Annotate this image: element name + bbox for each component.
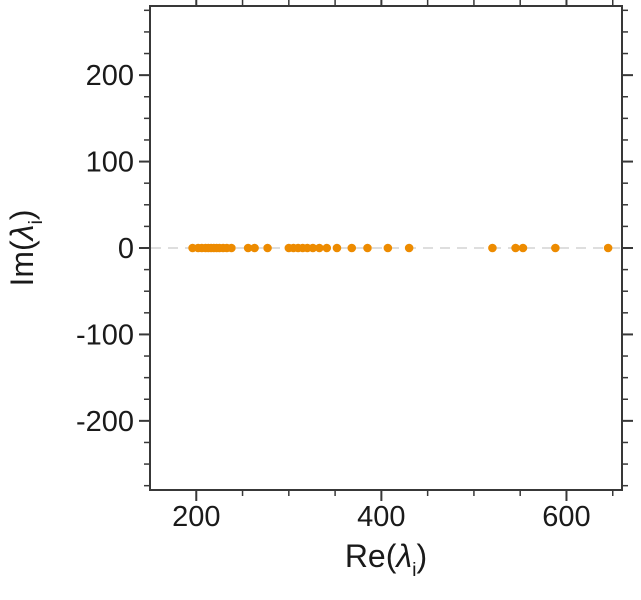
eigenvalue-point [404, 243, 414, 253]
y-tick-label: 0 [118, 233, 134, 265]
y-axis-label-close: ) [4, 209, 41, 221]
y-tick-label: -200 [76, 406, 134, 438]
eigenvalue-point [263, 243, 272, 253]
eigenvalue-point [347, 243, 357, 253]
lambda-symbol: λ [4, 224, 41, 241]
eigenvalue-point [383, 243, 393, 253]
eigenvalue-point [250, 243, 259, 253]
x-tick-label: 400 [357, 501, 405, 533]
x-axis-label: Re(λi) [150, 538, 622, 582]
eigenvalue-point [227, 243, 236, 253]
eigenvalue-point [308, 243, 318, 253]
eigenvalue-point [322, 243, 332, 253]
y-axis-label: Im(λi) [4, 209, 48, 286]
y-tick-label: -100 [76, 319, 134, 351]
eigenvalue-point [518, 243, 528, 253]
eigenvalue-point [315, 243, 324, 253]
eigenvalue-point [243, 243, 253, 253]
y-tick-label: 100 [86, 147, 134, 179]
subscript-i: i [412, 558, 417, 581]
eigenvalue-point [363, 243, 372, 253]
eigenvalue-point [551, 243, 560, 253]
x-tick-label: 600 [542, 501, 590, 533]
x-axis-label-pre: Re( [344, 538, 397, 574]
y-axis-label-pre: Im( [4, 240, 41, 287]
lambda-symbol: λ [396, 538, 413, 574]
subscript-i: i [24, 220, 47, 225]
eigenvalue-point [332, 243, 342, 253]
eigenvalue-point [511, 243, 520, 253]
x-tick-label: 200 [172, 501, 220, 533]
x-axis-label-close: ) [416, 538, 428, 574]
eigenvalue-point [488, 243, 497, 253]
y-tick-label: 200 [86, 60, 134, 92]
eigenvalue-point [603, 243, 613, 253]
